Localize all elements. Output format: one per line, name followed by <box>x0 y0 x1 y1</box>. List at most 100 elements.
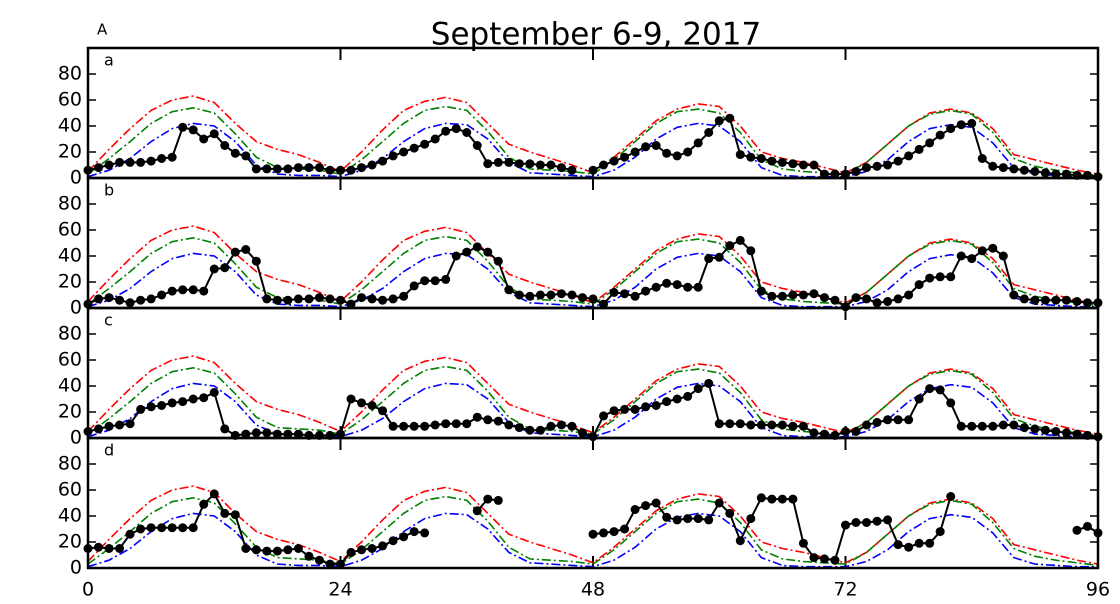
y-tick-label: 40 <box>58 375 82 397</box>
data-point <box>872 516 882 526</box>
data-point <box>483 159 493 169</box>
y-tick-label: 60 <box>58 349 82 371</box>
data-point <box>483 247 493 257</box>
data-point <box>714 419 724 429</box>
data-point <box>672 280 682 290</box>
data-point <box>872 161 882 171</box>
data-point <box>925 273 935 283</box>
data-point <box>588 165 598 175</box>
data-point <box>367 160 377 170</box>
y-tick-label: 40 <box>58 115 82 137</box>
y-tick-label: 20 <box>58 531 82 553</box>
data-point <box>430 276 440 286</box>
data-point <box>756 286 766 296</box>
data-point <box>946 398 956 408</box>
data-point <box>935 130 945 140</box>
data-point <box>367 294 377 304</box>
data-point <box>441 126 451 136</box>
data-point <box>115 295 125 305</box>
y-tick-label: 0 <box>70 297 82 319</box>
data-point <box>115 420 125 430</box>
data-point <box>314 163 324 173</box>
model-line <box>87 235 1099 307</box>
data-point <box>988 421 998 431</box>
data-point <box>304 294 314 304</box>
y-tick-label: 60 <box>58 89 82 111</box>
data-point <box>798 538 808 548</box>
data-point <box>862 420 872 430</box>
data-point <box>94 294 104 304</box>
data-point <box>441 274 451 284</box>
data-point <box>230 510 240 520</box>
data-point <box>672 151 682 161</box>
y-tick-label: 20 <box>58 141 82 163</box>
panel-frame <box>86 306 1100 440</box>
data-point <box>577 428 587 438</box>
data-point <box>630 291 640 301</box>
data-point <box>546 160 556 170</box>
data-point <box>535 290 545 300</box>
data-point <box>904 542 914 552</box>
data-point <box>293 163 303 173</box>
data-point <box>641 501 651 511</box>
data-point <box>451 251 461 261</box>
data-point <box>841 520 850 530</box>
data-point <box>662 278 672 288</box>
data-point <box>683 147 693 157</box>
data-point <box>662 512 672 522</box>
model-line <box>87 122 1098 178</box>
data-point <box>925 138 935 148</box>
data-point <box>178 285 188 295</box>
data-point <box>672 394 682 404</box>
data-point <box>556 163 566 173</box>
data-point <box>441 419 451 429</box>
data-point <box>725 113 735 123</box>
data-point <box>862 163 872 173</box>
model-line <box>87 512 1098 568</box>
data-point <box>546 290 556 300</box>
data-point <box>125 298 135 308</box>
y-tick-label: 80 <box>58 193 82 215</box>
data-point <box>188 125 198 135</box>
data-point <box>725 508 735 518</box>
data-point <box>946 272 956 282</box>
data-point <box>830 555 840 565</box>
data-point <box>462 419 472 429</box>
data-point <box>1072 429 1082 439</box>
data-point <box>946 124 956 134</box>
data-point <box>862 294 872 304</box>
data-point <box>1019 165 1029 175</box>
model-line <box>87 355 1099 435</box>
data-point <box>409 527 419 537</box>
data-point <box>483 415 493 425</box>
data-point <box>388 421 398 431</box>
data-point <box>746 152 756 162</box>
data-point <box>735 235 745 245</box>
x-tick-label: 96 <box>1086 579 1110 601</box>
data-point <box>94 542 104 552</box>
data-point <box>367 401 377 410</box>
data-point <box>977 246 987 256</box>
data-point <box>588 294 598 304</box>
data-point <box>493 157 503 167</box>
data-point <box>346 299 356 309</box>
data-point <box>1040 168 1050 178</box>
data-point <box>146 294 156 304</box>
data-point <box>735 419 745 429</box>
data-point <box>998 163 1008 173</box>
data-point <box>241 245 251 254</box>
data-point <box>567 165 577 175</box>
data-point <box>346 165 356 175</box>
data-point <box>620 289 630 299</box>
data-point <box>851 518 861 527</box>
data-point <box>94 163 104 173</box>
data-point <box>798 160 808 170</box>
data-point <box>504 420 514 430</box>
data-point <box>988 161 998 171</box>
data-point <box>914 144 924 154</box>
data-point <box>472 242 482 252</box>
data-point <box>514 290 524 300</box>
data-point <box>125 419 135 429</box>
data-point <box>756 493 766 503</box>
